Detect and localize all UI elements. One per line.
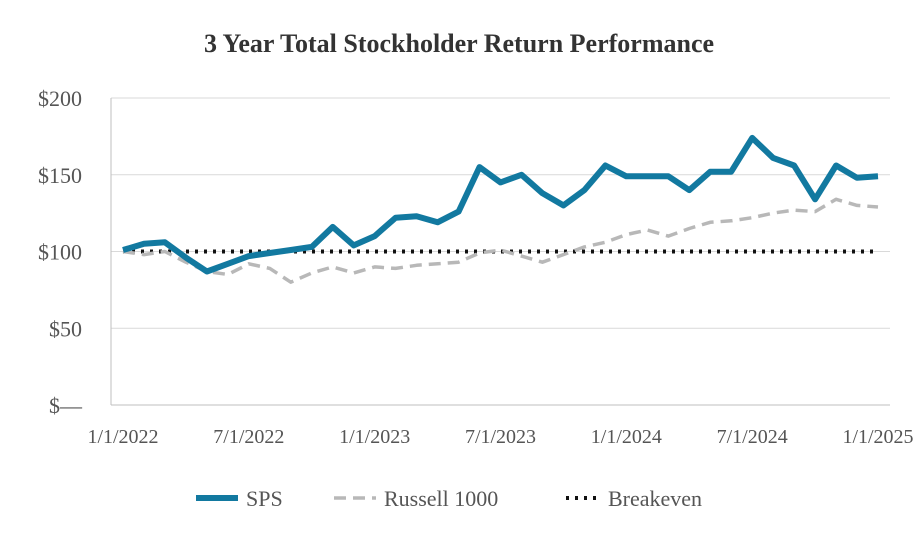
y-tick-label: $100 <box>38 240 82 265</box>
legend-label: SPS <box>246 486 283 511</box>
y-tick-label: $— <box>49 393 83 418</box>
chart-title: 3 Year Total Stockholder Return Performa… <box>204 29 714 58</box>
y-tick-label: $200 <box>38 86 82 111</box>
x-tick-label: 1/1/2025 <box>842 426 913 448</box>
x-tick-label: 1/1/2023 <box>339 426 410 448</box>
y-tick-label: $50 <box>49 316 82 341</box>
axes: $— $50 $100 $150 $200 1/1/2022 7/1/2022 1/1/202… <box>38 86 914 448</box>
series-lines <box>122 134 879 284</box>
legend-label: Breakeven <box>608 486 702 511</box>
y-tick-label: $150 <box>38 163 82 188</box>
x-tick-label: 1/1/2022 <box>87 426 158 448</box>
x-tick-label: 7/1/2022 <box>213 426 284 448</box>
x-tick-label: 1/1/2024 <box>591 426 662 448</box>
legend-label: Russell 1000 <box>384 486 498 511</box>
x-tick-label: 7/1/2024 <box>717 426 788 448</box>
legend: SPS Russell 1000 Breakeven <box>196 486 702 511</box>
gridlines <box>111 97 890 329</box>
series-line-russell-1000 <box>122 197 879 284</box>
series-line-sps <box>122 134 879 275</box>
x-tick-label: 7/1/2023 <box>465 426 536 448</box>
